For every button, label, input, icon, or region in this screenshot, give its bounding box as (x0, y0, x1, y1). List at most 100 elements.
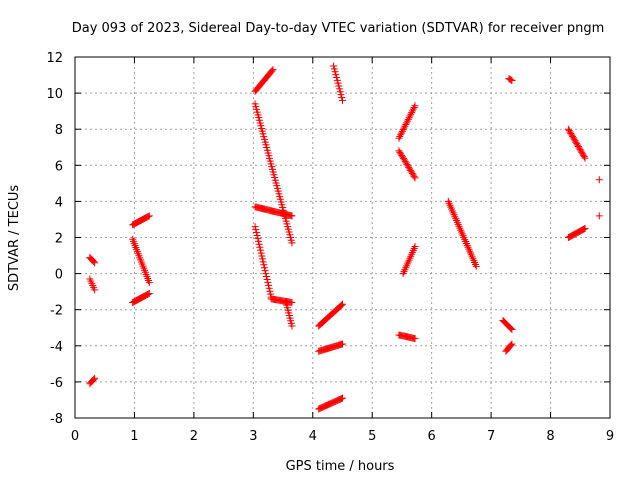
data-point (409, 105, 417, 113)
data-point (397, 150, 405, 158)
data-point (564, 125, 572, 133)
data-point (144, 290, 152, 298)
data-point (337, 91, 345, 99)
data-point (399, 153, 407, 161)
data-point (90, 375, 98, 383)
data-point (580, 225, 588, 233)
y-tick-label: 0 (55, 268, 63, 283)
data-point (339, 300, 346, 308)
data-point (405, 114, 413, 122)
data-point (571, 137, 579, 145)
data-point (256, 243, 264, 251)
data-point (406, 165, 414, 173)
data-point (507, 341, 515, 349)
data-point (395, 134, 403, 142)
data-point (333, 73, 341, 81)
data-point (579, 151, 587, 159)
data-point (403, 119, 411, 127)
data-point (400, 124, 408, 132)
data-point (338, 93, 346, 101)
data-point (508, 76, 516, 84)
data-point (406, 112, 414, 120)
grid-lines (75, 57, 610, 418)
data-point (398, 127, 406, 135)
x-tick-label: 3 (249, 429, 257, 444)
chart-title: Day 093 of 2023, Sidereal Day-to-day VTE… (72, 21, 605, 36)
x-tick-label: 8 (546, 429, 554, 444)
data-point (576, 145, 584, 153)
y-axis-label: SDTVAR / TECUs (7, 185, 22, 292)
y-tick-label: 10 (46, 87, 63, 102)
data-point (288, 212, 296, 220)
data-point (91, 259, 99, 267)
data-point (254, 234, 262, 242)
data-point (569, 132, 577, 140)
x-tick-label: 2 (190, 429, 198, 444)
data-point (410, 103, 418, 111)
data-point (269, 66, 277, 74)
data-point (334, 79, 342, 87)
data-point (336, 85, 344, 93)
data-point (573, 140, 581, 148)
y-tick-label: -4 (50, 340, 63, 355)
data-point (330, 65, 338, 73)
x-axis-label: GPS time / hours (286, 459, 395, 474)
data-point (581, 154, 589, 162)
y-tick-label: 2 (55, 232, 63, 247)
data-point (508, 340, 516, 348)
data-point (335, 82, 343, 90)
data-point (266, 290, 274, 298)
data-point (574, 141, 582, 149)
data-point (403, 160, 411, 168)
data-point (336, 88, 344, 96)
data-point (408, 107, 416, 115)
data-point (403, 117, 411, 125)
x-tick-label: 9 (606, 429, 614, 444)
data-point (252, 229, 260, 237)
data-point (255, 240, 263, 248)
data-point (411, 174, 419, 182)
data-point (565, 127, 573, 135)
data-point (595, 212, 603, 220)
data-point (402, 159, 410, 167)
data-point (145, 212, 153, 220)
data-point (288, 322, 296, 330)
data-point (574, 143, 582, 151)
data-point (508, 326, 516, 334)
data-point (264, 278, 272, 286)
data-point (595, 176, 603, 184)
data-point (569, 134, 577, 142)
x-tick-label: 4 (309, 429, 317, 444)
data-point (577, 147, 585, 155)
data-point (396, 148, 404, 156)
data-point (411, 243, 419, 251)
data-point (339, 96, 346, 104)
data-point (404, 162, 412, 170)
data-point (145, 279, 153, 287)
data-point (261, 267, 269, 275)
data-point (91, 286, 99, 294)
data-point (262, 270, 270, 278)
data-point (566, 128, 574, 136)
data-point (397, 131, 405, 139)
data-point (410, 172, 418, 180)
data-point (408, 169, 416, 177)
data-point (570, 135, 578, 143)
data-point (288, 298, 296, 306)
data-point (260, 261, 268, 269)
data-point (472, 262, 480, 270)
data-point (579, 150, 587, 158)
x-tick-label: 6 (428, 429, 436, 444)
data-point (408, 109, 416, 117)
data-point (252, 226, 260, 234)
data-point (265, 284, 273, 292)
data-point (251, 223, 259, 231)
data-point (260, 264, 268, 272)
data-point (411, 335, 419, 343)
data-point (407, 110, 415, 118)
y-tick-label: -8 (50, 412, 63, 427)
data-point (339, 394, 346, 402)
data-point (258, 255, 266, 263)
